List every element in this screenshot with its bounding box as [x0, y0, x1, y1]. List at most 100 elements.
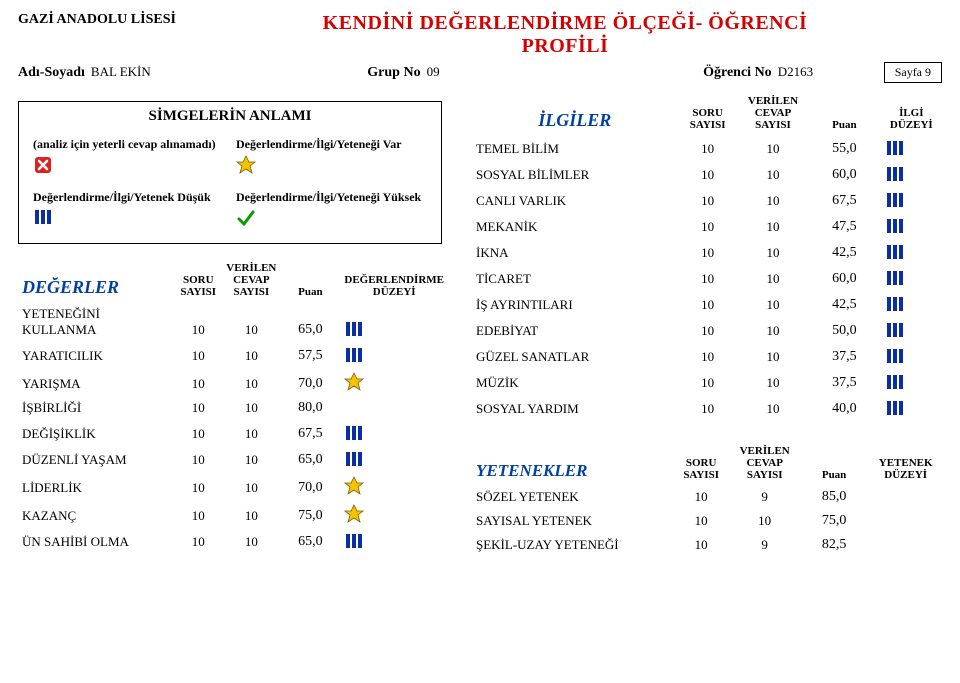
- cell-puan: 37,5: [808, 369, 881, 395]
- cell-soru: 10: [677, 239, 737, 265]
- school-name: GAZİ ANADOLU LİSESİ: [18, 12, 278, 58]
- cell-level-icon: [340, 500, 448, 528]
- table-row: EDEBİYAT101050,0: [472, 317, 942, 343]
- row-label: TİCARET: [472, 265, 677, 291]
- cell-cevap: 10: [222, 396, 280, 420]
- cell-puan: 65,0: [280, 302, 340, 342]
- cell-cevap: 10: [738, 161, 808, 187]
- table-row: SAYISAL YETENEK101075,0: [472, 509, 942, 533]
- cell-soru: 10: [672, 485, 731, 509]
- row-label: TEMEL BİLİM: [472, 135, 677, 161]
- cell-level-icon: [881, 161, 942, 187]
- cell-cevap: 9: [731, 533, 799, 557]
- col-duzey: DEĞERLENDİRME DÜZEYİ: [340, 258, 448, 302]
- cell-puan: 70,0: [280, 368, 340, 396]
- table-row: YARATICILIK101057,5: [18, 342, 448, 368]
- cell-cevap: 10: [222, 500, 280, 528]
- table-row: SOSYAL YARDIM101040,0: [472, 395, 942, 421]
- cell-level-icon: [869, 533, 942, 557]
- row-label: SAYISAL YETENEK: [472, 509, 672, 533]
- cell-cevap: 10: [738, 239, 808, 265]
- cell-puan: 37,5: [808, 343, 881, 369]
- cell-cevap: 10: [222, 342, 280, 368]
- cell-level-icon: [881, 317, 942, 343]
- table-row: MEKANİK101047,5: [472, 213, 942, 239]
- row-label: EDEBİYAT: [472, 317, 677, 343]
- cell-cevap: 10: [731, 509, 799, 533]
- cell-soru: 10: [677, 265, 737, 291]
- table-row: GÜZEL SANATLAR101037,5: [472, 343, 942, 369]
- cell-soru: 10: [677, 343, 737, 369]
- row-label: CANLI VARLIK: [472, 187, 677, 213]
- cell-level-icon: [340, 396, 448, 420]
- row-label: SÖZEL YETENEK: [472, 485, 672, 509]
- cell-soru: 10: [672, 533, 731, 557]
- cell-level-icon: [340, 368, 448, 396]
- cell-puan: 85,0: [799, 485, 870, 509]
- col-duzey: İLGİ DÜZEYİ: [881, 91, 942, 135]
- cell-puan: 57,5: [280, 342, 340, 368]
- row-label: YARIŞMA: [18, 368, 174, 396]
- cell-soru: 10: [174, 420, 222, 446]
- row-label: DEĞİŞİKLİK: [18, 420, 174, 446]
- cell-level-icon: [881, 187, 942, 213]
- legend-low: Değerlendirme/İlgi/Yetenek Düşük: [33, 190, 224, 205]
- page-title: KENDİNİ DEĞERLENDİRME ÖLÇEĞİ- ÖĞRENCİ PR…: [278, 12, 852, 58]
- table-row: YARIŞMA101070,0: [18, 368, 448, 396]
- cell-level-icon: [881, 239, 942, 265]
- cell-cevap: 10: [738, 187, 808, 213]
- cell-puan: 65,0: [280, 446, 340, 472]
- cell-soru: 10: [677, 317, 737, 343]
- row-label: ŞEKİL-UZAY YETENEĞİ: [472, 533, 672, 557]
- cell-soru: 10: [677, 213, 737, 239]
- cell-soru: 10: [677, 395, 737, 421]
- label-group: Grup No: [367, 65, 426, 81]
- row-label: DÜZENLİ YAŞAM: [18, 446, 174, 472]
- cell-puan: 75,0: [280, 500, 340, 528]
- student-name: BAL EKİN: [91, 64, 151, 80]
- col-cevap: VERİLEN CEVAP SAYISI: [738, 91, 808, 135]
- label-student-no: Öğrenci No: [703, 65, 778, 81]
- cell-soru: 10: [174, 396, 222, 420]
- cell-soru: 10: [672, 509, 731, 533]
- red-cross-icon: [33, 155, 53, 175]
- yetenek-header: YETENEKLER: [472, 441, 672, 485]
- cell-level-icon: [340, 446, 448, 472]
- cell-cevap: 10: [738, 135, 808, 161]
- cell-soru: 10: [677, 161, 737, 187]
- row-label: KAZANÇ: [18, 500, 174, 528]
- table-row: DÜZENLİ YAŞAM101065,0: [18, 446, 448, 472]
- table-row: TEMEL BİLİM101055,0: [472, 135, 942, 161]
- cell-puan: 67,5: [808, 187, 881, 213]
- cell-puan: 50,0: [808, 317, 881, 343]
- table-row: İŞBİRLİĞİ101080,0: [18, 396, 448, 420]
- table-row: CANLI VARLIK101067,5: [472, 187, 942, 213]
- col-duzey: YETENEK DÜZEYİ: [869, 441, 942, 485]
- student-no: D2163: [778, 64, 868, 80]
- col-soru: SORU SAYISI: [672, 441, 731, 485]
- cell-cevap: 10: [738, 395, 808, 421]
- degerler-header: DEĞERLER: [18, 258, 174, 302]
- cell-level-icon: [881, 213, 942, 239]
- cell-puan: 42,5: [808, 291, 881, 317]
- legend-var: Değerlendirme/İlgi/Yeteneği Var: [236, 137, 427, 152]
- cell-puan: 67,5: [280, 420, 340, 446]
- cell-cevap: 10: [222, 528, 280, 554]
- student-group: 09: [427, 64, 487, 80]
- row-label: SOSYAL BİLİMLER: [472, 161, 677, 187]
- cell-soru: 10: [174, 368, 222, 396]
- cell-level-icon: [881, 135, 942, 161]
- col-puan: Puan: [808, 91, 881, 135]
- row-label: İŞBİRLİĞİ: [18, 396, 174, 420]
- cell-cevap: 10: [738, 343, 808, 369]
- table-row: TİCARET101060,0: [472, 265, 942, 291]
- cell-level-icon: [869, 509, 942, 533]
- row-label: GÜZEL SANATLAR: [472, 343, 677, 369]
- cell-soru: 10: [677, 369, 737, 395]
- cell-level-icon: [869, 485, 942, 509]
- table-row: SÖZEL YETENEK10985,0: [472, 485, 942, 509]
- cell-cevap: 10: [738, 213, 808, 239]
- cell-soru: 10: [174, 500, 222, 528]
- cell-cevap: 10: [222, 446, 280, 472]
- table-row: SOSYAL BİLİMLER101060,0: [472, 161, 942, 187]
